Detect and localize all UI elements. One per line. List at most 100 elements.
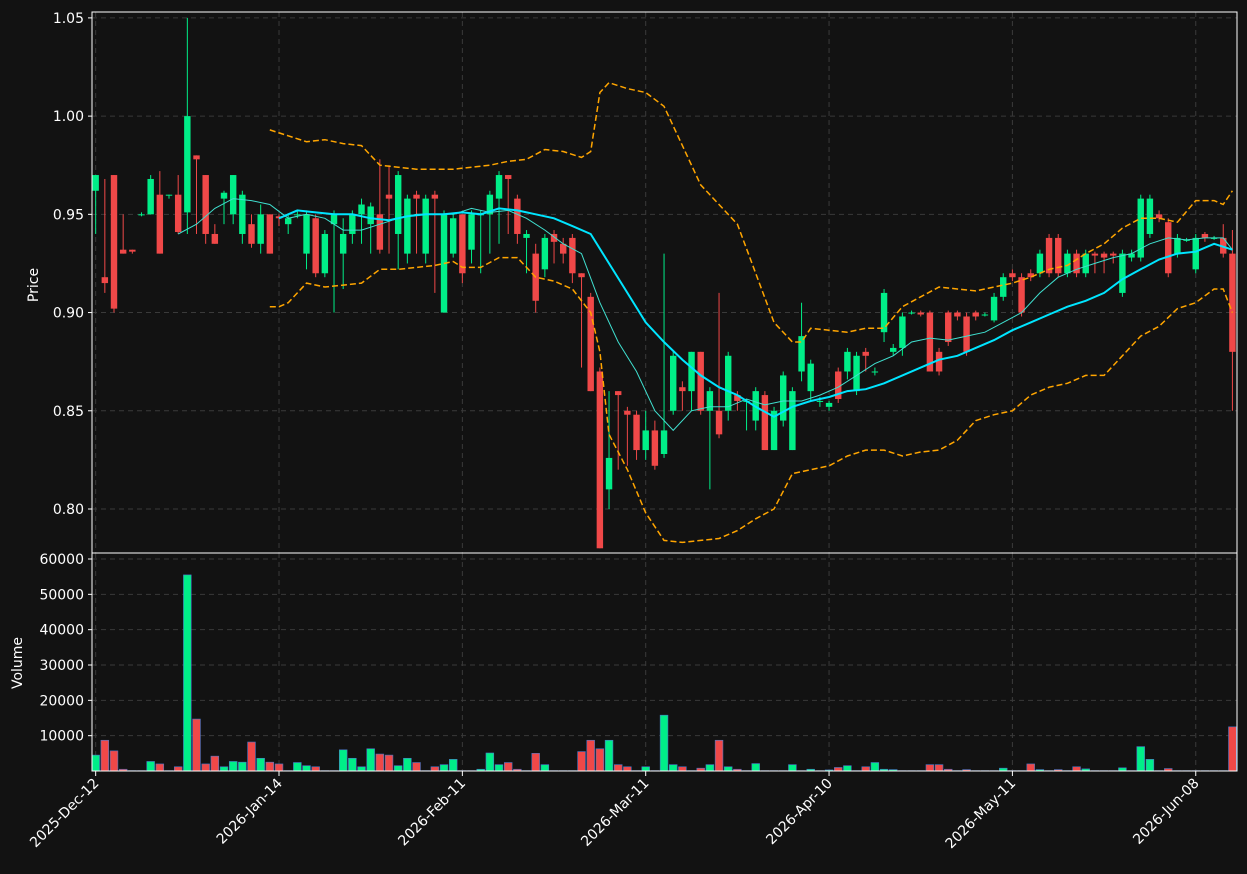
candle-body xyxy=(899,316,906,348)
volume-bar xyxy=(1136,746,1145,772)
candle-body xyxy=(165,194,173,196)
volume-bar xyxy=(861,766,870,772)
candle-body xyxy=(1082,253,1089,274)
candle-body xyxy=(404,198,411,254)
volume-bar xyxy=(614,764,623,772)
candle-body xyxy=(559,243,567,254)
candle-body xyxy=(1192,237,1199,270)
volume-bar xyxy=(834,767,843,772)
candle-body xyxy=(1155,214,1163,219)
volume-bar xyxy=(302,765,311,772)
candle-body xyxy=(926,312,934,372)
volume-bar xyxy=(430,766,440,772)
candle-body xyxy=(431,194,439,199)
candle-body xyxy=(1073,253,1080,274)
volume-bar xyxy=(247,741,256,772)
candle-body xyxy=(504,175,512,179)
volume-bar xyxy=(439,764,449,772)
candle-body xyxy=(1174,237,1181,254)
candle-body xyxy=(220,192,228,199)
volume-bar xyxy=(504,762,513,772)
volume-bar xyxy=(485,752,495,772)
candle-body xyxy=(541,237,549,270)
candle-body xyxy=(1110,253,1117,256)
candle-body xyxy=(1055,237,1062,274)
candle-body xyxy=(119,249,127,254)
candle-body xyxy=(523,233,530,238)
candle-body xyxy=(816,400,824,402)
plot-frame xyxy=(91,552,1238,772)
candle-body xyxy=(174,194,182,233)
volume-bar xyxy=(1145,759,1155,772)
volume-bar xyxy=(366,748,375,772)
candle-body xyxy=(972,312,979,317)
y-tick-label: 60000 xyxy=(39,552,84,568)
volume-bar xyxy=(751,763,760,772)
candle-body xyxy=(211,233,219,244)
volume-bar xyxy=(669,764,678,772)
candle-body xyxy=(1036,253,1044,274)
volume-bar xyxy=(705,764,715,772)
volume-bar xyxy=(1072,766,1081,772)
candle-body xyxy=(202,175,209,234)
candle-body xyxy=(129,249,136,252)
y-tick-label: 30000 xyxy=(39,658,84,674)
candle-body xyxy=(624,410,631,415)
volume-bar xyxy=(357,766,366,772)
band-line xyxy=(269,81,1234,343)
candle-body xyxy=(835,371,842,399)
volume-bar xyxy=(659,714,669,772)
volume-bar xyxy=(1026,763,1035,772)
candle-body xyxy=(422,198,429,254)
volume-bar xyxy=(412,762,421,772)
candle-body xyxy=(596,371,604,549)
candle-body xyxy=(1045,237,1053,274)
candle-body xyxy=(1119,253,1126,293)
y-tick-label: 0.85 xyxy=(53,404,84,420)
candle-body xyxy=(807,363,814,392)
volume-bar xyxy=(219,766,229,772)
y-tick-label: 0.95 xyxy=(53,207,84,223)
candle-body xyxy=(780,375,787,421)
band-line xyxy=(269,256,1234,544)
y-tick-label: 0.80 xyxy=(53,502,84,518)
volume-bar xyxy=(393,765,403,772)
candle-body xyxy=(1064,253,1071,274)
y-tick-label: 50000 xyxy=(39,587,84,603)
candle-body xyxy=(908,312,915,314)
volume-bar xyxy=(91,754,100,772)
candle-body xyxy=(257,214,264,244)
candle-body xyxy=(1100,253,1108,258)
volume-bar xyxy=(577,751,586,772)
candle-body xyxy=(890,347,897,352)
candle-body xyxy=(798,336,805,372)
candle-body xyxy=(1229,253,1236,352)
volume-bar xyxy=(348,757,357,772)
candle-body xyxy=(660,430,668,454)
candle-body xyxy=(853,355,860,392)
volume-bar xyxy=(724,766,733,772)
candle-body xyxy=(358,204,365,215)
candle-body xyxy=(954,312,961,317)
candle-body xyxy=(981,314,989,316)
candle-body xyxy=(376,214,384,250)
candle-body xyxy=(605,457,613,490)
candle-body xyxy=(789,391,796,451)
candle-body xyxy=(486,194,494,215)
volume-bar xyxy=(384,754,394,772)
candle-body xyxy=(725,355,732,411)
volume-bar xyxy=(293,762,302,772)
moving-average xyxy=(278,207,1233,418)
volume-bar xyxy=(274,763,284,772)
volume-bar xyxy=(925,764,935,772)
volume-bar xyxy=(109,750,119,772)
candle-body xyxy=(303,214,310,254)
candle-body xyxy=(935,351,943,372)
candle-body xyxy=(614,391,622,396)
y-tick-label: 1.00 xyxy=(53,109,84,125)
candle-body xyxy=(633,414,640,451)
volume-bar xyxy=(595,748,605,772)
moving-average xyxy=(177,198,1233,432)
